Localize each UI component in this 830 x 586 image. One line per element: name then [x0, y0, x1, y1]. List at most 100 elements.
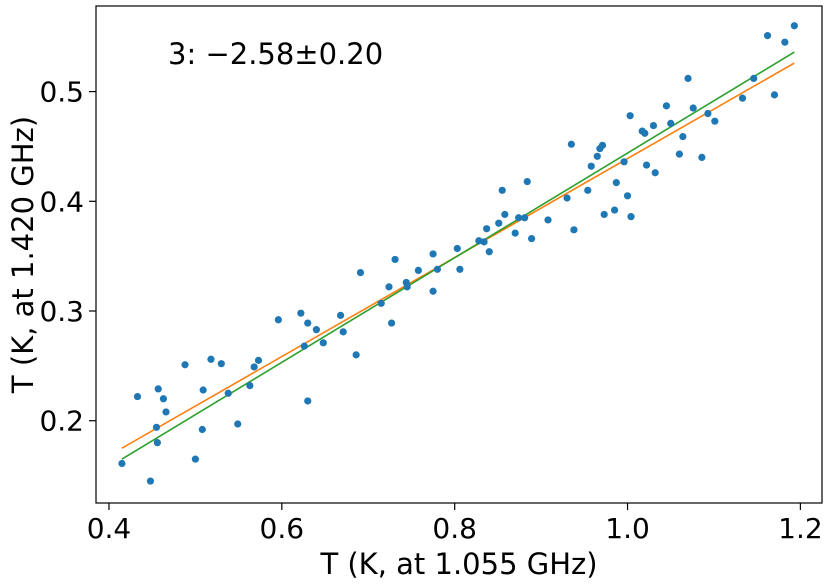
data-point: [704, 109, 712, 118]
y-tick-label: 0.4: [39, 185, 84, 218]
data-point: [304, 397, 312, 405]
data-point: [679, 132, 687, 141]
data-point: [662, 102, 671, 110]
y-axis-label: T (K, at 1.420 GHz): [6, 116, 40, 394]
data-point: [610, 206, 619, 214]
y-tick-label: 0.5: [39, 76, 84, 109]
x-axis-ticks: 0.4 0.6 0.8 1.0 1.2: [87, 503, 823, 545]
fit-line-green: [121, 51, 795, 460]
x-tick-label: 0.8: [432, 512, 477, 545]
data-point: [118, 459, 126, 468]
data-point: [159, 395, 168, 403]
data-point: [570, 226, 578, 234]
data-point: [781, 38, 789, 46]
data-point: [587, 162, 595, 170]
data-point: [600, 210, 608, 219]
data-point: [336, 311, 345, 319]
data-point: [528, 234, 536, 243]
data-point: [429, 250, 437, 258]
data-point: [246, 382, 254, 390]
data-point: [684, 74, 692, 83]
data-point: [319, 339, 327, 347]
data-point: [593, 152, 601, 160]
data-point: [453, 244, 461, 253]
data-point: [480, 238, 488, 246]
data-point: [403, 283, 411, 291]
data-point: [675, 150, 683, 158]
data-point: [199, 386, 207, 394]
data-point: [352, 351, 360, 359]
data-point: [711, 117, 719, 125]
fit-annotation: 3: −2.58±0.20: [168, 37, 383, 71]
y-axis-ticks: 0.2 0.3 0.4 0.5: [39, 76, 96, 438]
data-point: [495, 219, 503, 227]
data-point: [584, 186, 592, 194]
y-tick-label: 0.2: [39, 405, 84, 438]
data-point: [414, 266, 422, 275]
data-point: [304, 319, 312, 327]
data-point: [763, 32, 772, 40]
x-tick-label: 1.2: [778, 512, 823, 545]
data-point: [356, 269, 365, 277]
data-point: [339, 328, 347, 336]
data-point: [511, 229, 519, 237]
data-point: [152, 423, 161, 431]
data-point: [598, 141, 607, 149]
data-point: [623, 192, 632, 200]
data-point: [429, 287, 437, 295]
data-point: [750, 74, 758, 83]
data-point: [198, 425, 206, 434]
data-point: [146, 477, 155, 485]
data-point: [642, 161, 651, 169]
data-point: [312, 326, 320, 334]
data-point: [154, 385, 162, 393]
data-point: [649, 121, 658, 130]
data-point: [234, 420, 242, 428]
data-point: [207, 355, 215, 363]
data-point: [651, 169, 659, 177]
fit-lines: [121, 51, 795, 460]
data-point: [433, 265, 441, 273]
data-point: [217, 360, 225, 368]
data-point: [544, 216, 552, 224]
data-point: [385, 283, 393, 291]
data-point: [667, 119, 675, 127]
data-point: [698, 153, 706, 162]
data-point: [563, 194, 571, 202]
data-point: [387, 319, 396, 327]
data-point: [153, 439, 161, 447]
data-points: [118, 22, 798, 485]
data-point: [181, 361, 189, 369]
data-point: [224, 389, 232, 397]
data-point: [274, 316, 282, 324]
data-point: [523, 177, 531, 186]
data-point: [498, 186, 506, 194]
data-point: [521, 214, 529, 222]
data-point: [738, 94, 747, 102]
x-axis-label: T (K, at 1.055 GHz): [319, 547, 597, 581]
data-point: [254, 356, 263, 364]
data-point: [391, 255, 399, 264]
data-point: [456, 265, 464, 273]
y-tick-label: 0.3: [39, 295, 84, 328]
x-tick-label: 0.6: [260, 512, 305, 545]
data-point: [627, 213, 635, 221]
data-point: [297, 309, 305, 317]
data-point: [501, 210, 509, 219]
data-point: [191, 455, 199, 463]
data-point: [300, 342, 308, 350]
data-point: [641, 129, 649, 137]
data-point: [626, 112, 634, 120]
data-point: [790, 22, 798, 30]
data-point: [162, 408, 170, 416]
plot-frame: [95, 5, 823, 504]
x-tick-label: 0.4: [87, 512, 132, 545]
data-point: [377, 299, 385, 307]
data-point: [689, 104, 697, 112]
data-point: [483, 225, 491, 233]
data-point: [515, 214, 523, 222]
x-tick-label: 1.0: [605, 512, 650, 545]
data-point: [612, 179, 620, 187]
data-point: [250, 363, 258, 371]
data-point: [620, 158, 628, 166]
